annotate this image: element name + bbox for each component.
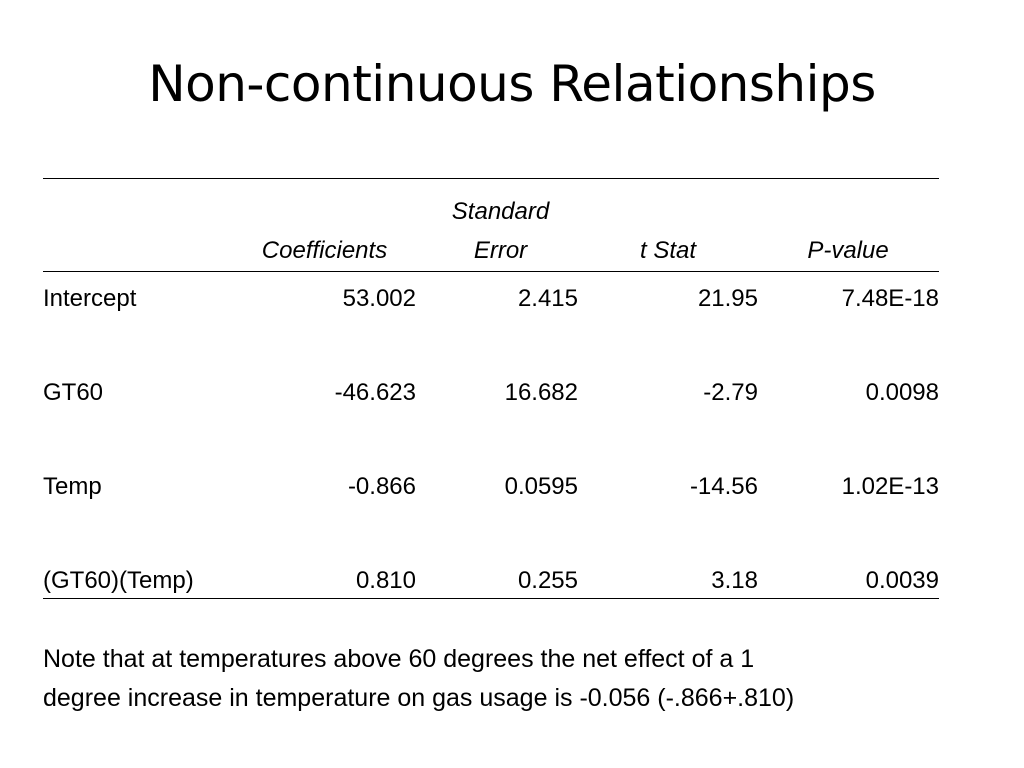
- header-std-error-line1: Standard: [451, 198, 550, 225]
- row-label: (GT60)(Temp): [43, 567, 194, 594]
- header-t-stat: t Stat: [639, 237, 697, 264]
- p-value-value: 7.48E-18: [841, 285, 939, 312]
- p-value-value: 0.0039: [865, 567, 939, 594]
- row-label: Temp: [43, 473, 102, 500]
- table-row: GT60 -46.623 16.682 -2.79 0.0098: [43, 366, 939, 460]
- note-line-1: Note that at temperatures above 60 degre…: [43, 645, 755, 673]
- table-row: Intercept 53.002 2.415 21.95 7.48E-18: [43, 272, 939, 366]
- regression-table: Coefficients Standard Error t Stat P-val…: [43, 178, 939, 599]
- std-error-value: 16.682: [504, 379, 578, 406]
- row-label: GT60: [43, 379, 104, 406]
- std-error-value: 2.415: [517, 285, 578, 312]
- t-stat-value: 21.95: [697, 285, 758, 312]
- t-stat-value: -2.79: [703, 379, 758, 406]
- header-coefficients: Coefficients: [261, 237, 388, 264]
- coefficient-value: 53.002: [342, 285, 416, 312]
- table-row: Temp -0.866 0.0595 -14.56 1.02E-13: [43, 460, 939, 554]
- coefficient-value: -46.623: [334, 379, 416, 406]
- header-p-value: P-value: [807, 237, 889, 264]
- t-stat-value: 3.18: [711, 567, 758, 594]
- row-label: Intercept: [43, 285, 137, 312]
- t-stat-value: -14.56: [689, 473, 758, 500]
- table-row: (GT60)(Temp) 0.810 0.255 3.18 0.0039: [43, 554, 939, 598]
- p-value-value: 0.0098: [865, 379, 939, 406]
- slide-title: Non-continuous Relationships: [148, 55, 876, 113]
- std-error-value: 0.255: [517, 567, 578, 594]
- coefficient-value: 0.810: [355, 567, 416, 594]
- interpretation-note: Note that at temperatures above 60 degre…: [43, 640, 983, 718]
- header-std-error-line2: Error: [473, 237, 528, 264]
- coefficient-value: -0.866: [347, 473, 416, 500]
- p-value-value: 1.02E-13: [841, 473, 939, 500]
- std-error-value: 0.0595: [504, 473, 578, 500]
- note-line-2: degree increase in temperature on gas us…: [43, 684, 795, 712]
- table-header-row: Coefficients Standard Error t Stat P-val…: [43, 179, 939, 272]
